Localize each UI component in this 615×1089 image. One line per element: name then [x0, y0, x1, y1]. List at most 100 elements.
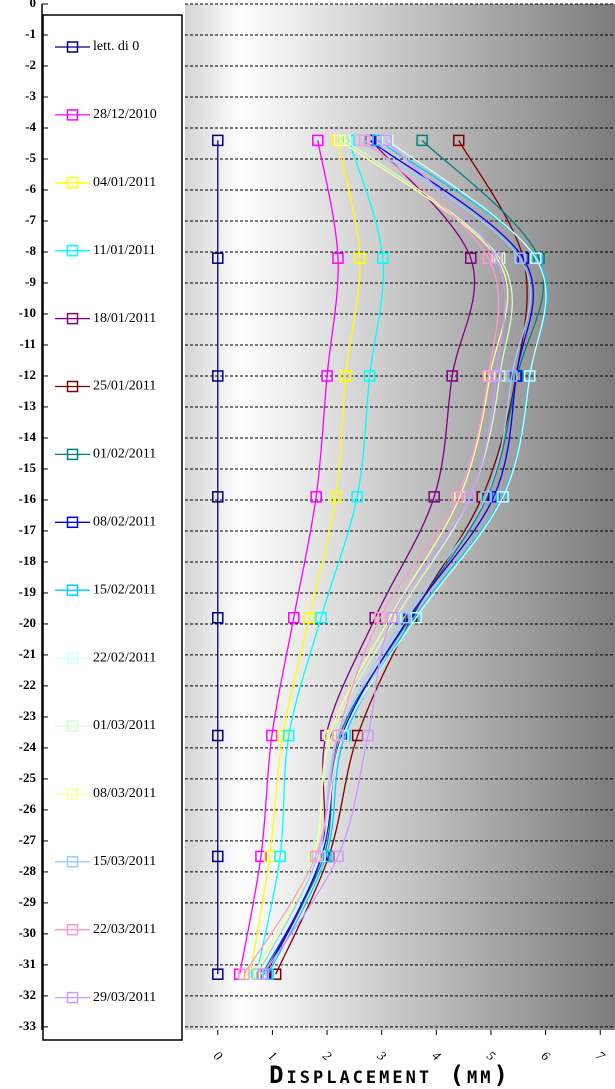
y-tick-label: 0: [30, 0, 37, 10]
point-marker: [359, 134, 371, 147]
y-tick-label: -2: [25, 57, 36, 72]
legend-label: 01/02/2011: [93, 447, 156, 462]
legend-label: 08/03/2011: [93, 786, 156, 801]
x-tick-label: 7: [593, 1048, 608, 1064]
point-marker: [464, 491, 476, 503]
y-tick-label: -10: [19, 305, 36, 320]
legend-label: 22/02/2011: [93, 650, 156, 665]
y-tick-label: -24: [19, 739, 37, 754]
legend-marker: [66, 584, 79, 596]
point-marker: [482, 252, 494, 264]
point-marker: [380, 134, 392, 147]
point-marker: [255, 850, 267, 863]
legend-label: lett. di 0: [93, 39, 139, 54]
point-marker: [416, 134, 428, 147]
series-line: [243, 139, 500, 975]
point-marker: [257, 968, 269, 980]
legend-marker: [66, 41, 79, 53]
point-marker: [212, 370, 224, 382]
series-line: [260, 139, 547, 975]
series-line: [238, 140, 339, 975]
y-tick-label: -29: [19, 894, 37, 909]
legend-label: 01/03/2011: [93, 718, 156, 733]
y-tick-label: -23: [19, 708, 37, 723]
point-marker: [480, 491, 492, 503]
legend-label: 18/01/2011: [93, 311, 156, 326]
point-marker: [212, 729, 224, 742]
legend-label: 29/03/2011: [93, 990, 156, 1005]
series-line: [254, 139, 509, 975]
y-tick-label: -5: [25, 150, 36, 165]
y-tick-label: -20: [19, 615, 36, 630]
point-marker: [363, 370, 376, 382]
y-tick-label: -8: [25, 243, 36, 258]
legend-marker: [66, 516, 79, 529]
point-marker: [482, 370, 494, 382]
y-tick-label: -15: [19, 460, 37, 475]
point-marker: [505, 370, 518, 382]
point-marker: [212, 252, 224, 264]
series-line: [255, 140, 385, 975]
point-marker: [446, 370, 458, 382]
point-marker: [274, 850, 286, 863]
y-tick-label: -6: [25, 181, 36, 196]
legend-label: 15/02/2011: [93, 582, 156, 597]
point-marker: [303, 611, 315, 624]
point-marker: [354, 252, 366, 264]
series-line: [264, 139, 534, 975]
point-marker: [410, 611, 422, 624]
y-tick-label: -28: [19, 863, 37, 878]
point-marker: [514, 252, 526, 264]
point-marker: [451, 491, 463, 503]
point-marker: [312, 134, 324, 147]
legend-marker: [66, 652, 79, 664]
y-tick-label: -21: [19, 646, 36, 661]
series-line: [253, 139, 513, 975]
point-marker: [330, 491, 342, 503]
legend-marker: [66, 720, 79, 732]
legend-label: 11/01/2011: [93, 243, 156, 258]
point-marker: [287, 611, 300, 624]
y-tick-label: -30: [19, 925, 36, 940]
x-tick-label: 0: [211, 1048, 226, 1064]
series-line: [257, 139, 531, 975]
point-marker: [452, 134, 465, 147]
point-marker: [497, 491, 509, 503]
point-marker: [269, 968, 282, 980]
y-tick-label: -11: [19, 336, 36, 351]
point-marker: [310, 491, 322, 503]
y-tick-label: -3: [25, 88, 36, 103]
series-line: [267, 139, 549, 975]
y-tick-label: -7: [25, 212, 36, 227]
legend-marker: [66, 448, 79, 461]
point-marker: [398, 611, 410, 624]
point-marker: [309, 850, 322, 863]
y-tick-label: -26: [19, 801, 37, 816]
legend-label: 25/01/2011: [93, 379, 156, 394]
plot-area: [185, 4, 615, 1030]
series-line: [261, 139, 545, 975]
point-marker: [339, 370, 352, 382]
point-marker: [362, 729, 374, 742]
point-marker: [333, 134, 346, 147]
y-tick-label: -19: [19, 584, 37, 599]
point-marker: [386, 611, 398, 624]
y-tick-label: -18: [19, 553, 37, 568]
y-tick-label: -33: [19, 1018, 37, 1033]
point-marker: [212, 611, 224, 624]
legend-marker: [66, 177, 79, 189]
y-tick-label: -31: [19, 956, 36, 971]
y-tick-label: -32: [19, 987, 36, 1002]
point-marker: [277, 729, 289, 742]
point-marker: [266, 729, 278, 742]
point-marker: [283, 729, 295, 742]
point-marker: [490, 252, 502, 264]
point-marker: [524, 370, 536, 382]
point-marker: [374, 611, 386, 624]
legend-marker: [66, 856, 79, 868]
point-marker: [212, 491, 224, 503]
y-tick-label: -17: [19, 522, 37, 537]
point-marker: [238, 968, 250, 980]
